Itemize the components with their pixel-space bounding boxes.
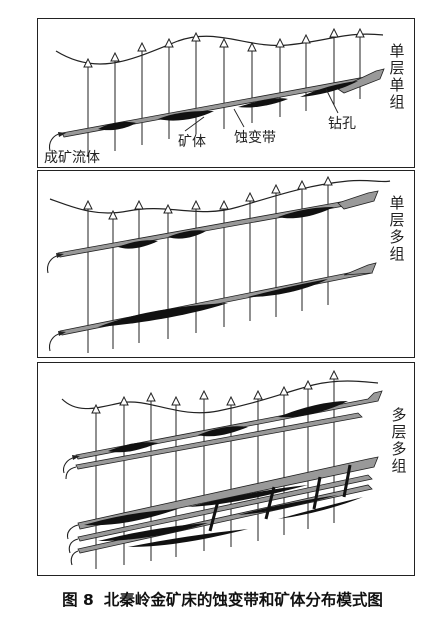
label-ore-body: 矿体 — [178, 134, 206, 150]
panel-label-single-layer-multi-group: 单层多组 — [389, 194, 405, 263]
label-ore-fluid: 成矿流体 — [44, 150, 100, 166]
panel-2-diagram — [46, 175, 391, 353]
panel-multi-layer-multi-group: 多层多组 — [37, 362, 415, 576]
panel-single-layer-multi-group: 单层多组 — [37, 170, 415, 358]
label-drill-hole: 钻孔 — [328, 116, 356, 132]
figure-number: 图 8 — [62, 591, 94, 609]
panel-label-single-layer-single-group: 单层单组 — [389, 42, 405, 111]
panel-3-diagram — [61, 369, 383, 569]
figure-caption: 图 8 北秦岭金矿床的蚀变带和矿体分布模式图 — [0, 588, 445, 610]
panel-single-layer-single-group: 单层单组 成矿流体 矿体 蚀变带 钻孔 — [37, 18, 415, 168]
panel-1-diagram — [48, 27, 385, 157]
label-alteration-zone: 蚀变带 — [234, 130, 276, 146]
panel-label-multi-layer-multi-group: 多层多组 — [391, 406, 407, 475]
figure-caption-text: 北秦岭金矿床的蚀变带和矿体分布模式图 — [103, 591, 383, 609]
